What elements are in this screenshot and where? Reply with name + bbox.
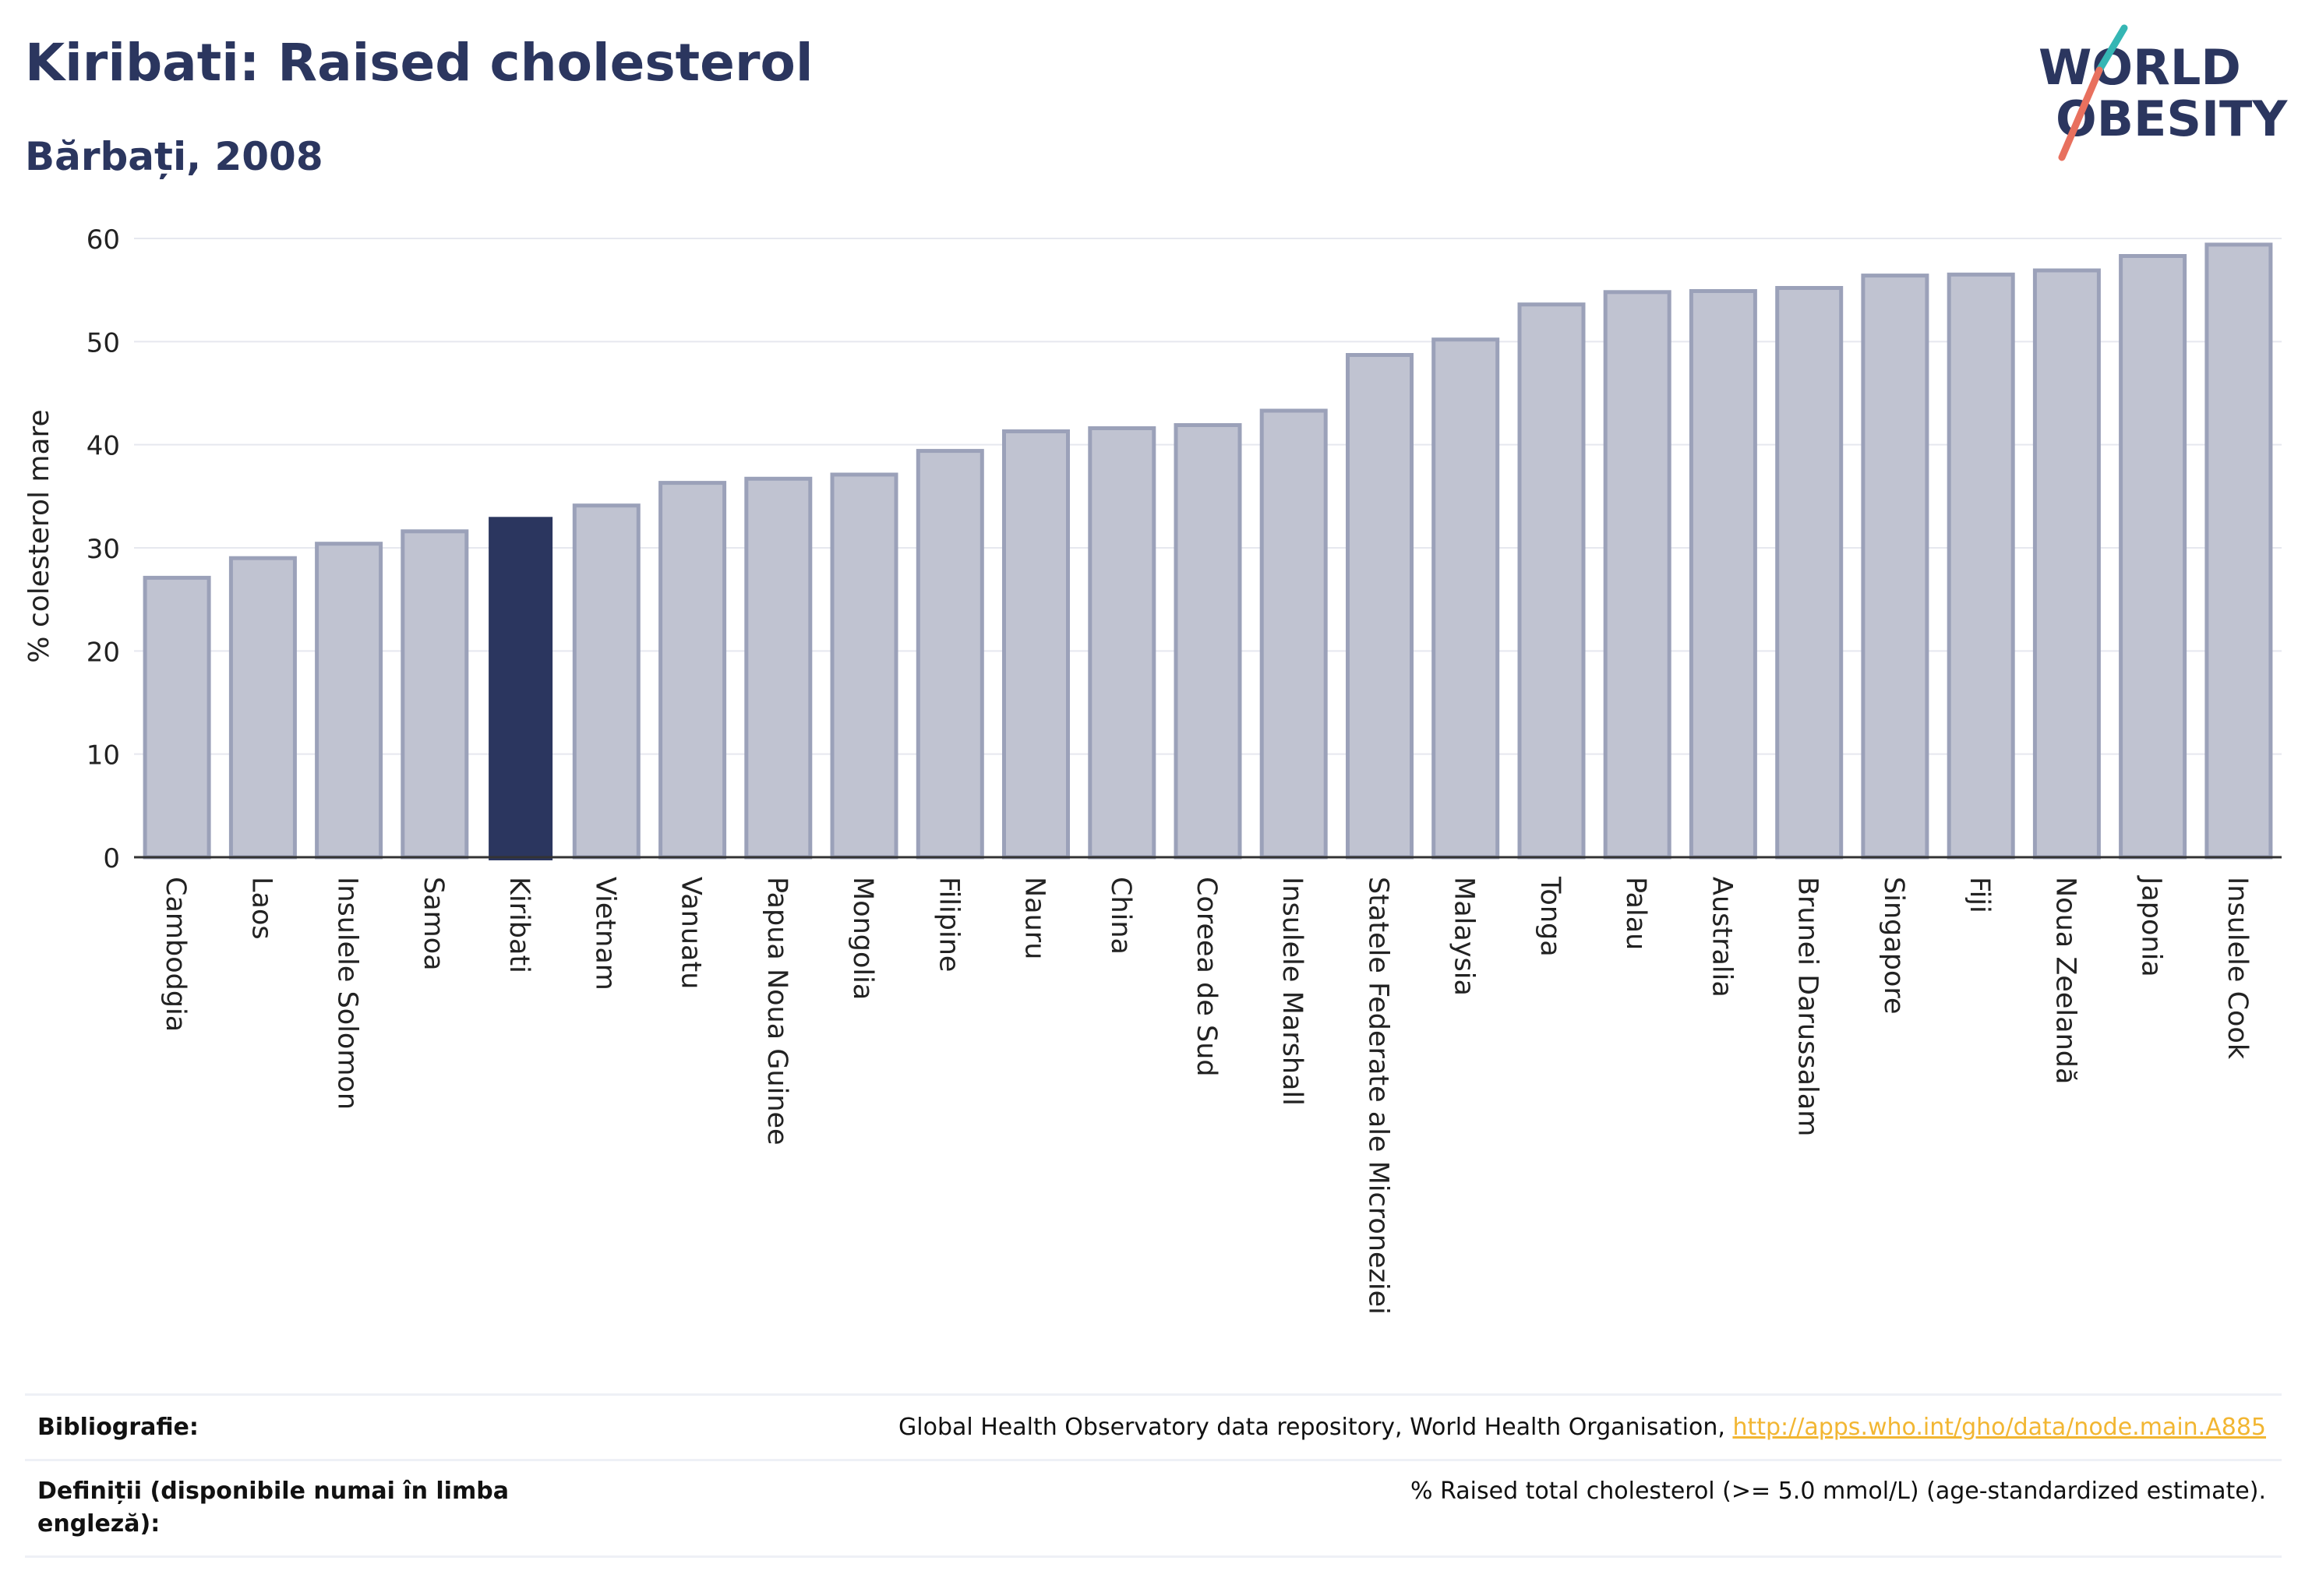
x-tick-label: Tonga (1534, 876, 1565, 957)
bar (1002, 429, 1070, 860)
y-tick-label: 10 (86, 740, 120, 772)
definitions-label-line-2: engleză): (37, 1510, 161, 1538)
x-tick-label: Laos (245, 877, 277, 940)
bar (1259, 408, 1328, 860)
x-tick-label: Palau (1620, 877, 1651, 950)
bibliography-text: Global Health Observatory data repositor… (898, 1414, 1733, 1441)
logo-line-1: WORLD (2038, 39, 2241, 96)
page-subtitle: Bărbați, 2008 (25, 134, 323, 179)
bar (1775, 286, 1844, 860)
bar (1174, 423, 1242, 860)
x-tick-label: Malaysia (1449, 877, 1480, 996)
y-tick-label: 0 (103, 843, 120, 874)
x-tick-label: Brunei Darussalam (1792, 877, 1823, 1136)
y-tick-label: 40 (86, 431, 120, 462)
x-tick-label: Filipine (933, 877, 964, 972)
bibliography-value: Global Health Observatory data repositor… (898, 1411, 2266, 1444)
bar (1603, 290, 1671, 860)
bars (143, 242, 2273, 860)
x-tick-label: Papua Noua Guinee (761, 877, 792, 1146)
bar (315, 542, 383, 860)
bar (1947, 272, 2015, 860)
bar (1861, 274, 1929, 860)
y-tick-label: 60 (86, 224, 120, 256)
x-tick-label: Samoa (418, 877, 449, 971)
x-tick-label: Cambodgia (160, 877, 191, 1032)
bar (658, 481, 727, 860)
x-tick-label: Vanuatu (676, 877, 707, 989)
bar (916, 449, 984, 860)
y-tick-label: 20 (86, 637, 120, 668)
bar (1517, 302, 1586, 860)
bar (744, 476, 813, 860)
x-tick-label: Australia (1706, 877, 1737, 998)
y-tick-label: 30 (86, 534, 120, 565)
definitions-value: % Raised total cholesterol (>= 5.0 mmol/… (1410, 1478, 2266, 1505)
bar (401, 529, 469, 860)
x-tick-label: Fiji (1964, 877, 1995, 913)
bar-chart: 0 10 20 30 40 50 60 % colesterol mare Cambodgi… (23, 224, 2282, 1315)
world-obesity-logo: WORLD OBESITY (2038, 24, 2288, 161)
bar (572, 503, 641, 860)
x-tick-label: Noua Zeelandă (2049, 877, 2081, 1084)
y-axis-label: % colesterol mare (23, 409, 55, 662)
bar (1431, 337, 1500, 860)
bar (830, 472, 898, 860)
definitions-label-line-1: Definiții (disponibile numai în limba (37, 1478, 509, 1505)
x-tick-label: China (1105, 877, 1136, 955)
x-tick-label: Insulele Cook (2222, 877, 2253, 1060)
x-tick-label: Statele Federate ale Microneziei (1363, 877, 1394, 1315)
x-tick-label: Vietnam (589, 877, 620, 990)
x-axis-labels: Cambodgia Laos Insulele Solomon Samoa Kiriba… (160, 875, 2253, 1315)
page-title: Kiribati: Raised cholesterol (25, 33, 814, 93)
bibliography-link[interactable]: http://apps.who.int/gho/data/node.main.A… (1732, 1414, 2266, 1441)
logo-slash-coral-icon (2058, 66, 2103, 161)
footer-bottom-border (25, 1555, 2282, 1558)
bar-highlighted (489, 517, 553, 860)
logo-slash-teal-icon (2095, 24, 2128, 74)
logo-line-2: OBESITY (2056, 90, 2288, 147)
bar (1689, 289, 1757, 860)
bar (2119, 254, 2187, 860)
definitions-label: Definiții (disponibile numai în limba en… (37, 1475, 509, 1541)
bar (228, 556, 297, 860)
x-tick-label: Japonia (2136, 875, 2167, 977)
bar (2204, 242, 2273, 860)
y-axis-ticks: 0 10 20 30 40 50 60 (86, 224, 120, 874)
x-tick-label: Singapore (1878, 877, 1909, 1015)
x-tick-label: Nauru (1019, 877, 1050, 959)
bar (1088, 426, 1156, 860)
bar (1346, 353, 1414, 860)
bar (2032, 268, 2101, 860)
definitions-row: Definiții (disponibile numai în limba en… (25, 1459, 2282, 1558)
bibliography-label: Bibliografie: (37, 1414, 199, 1441)
x-tick-label: Coreea de Sud (1191, 877, 1222, 1077)
x-tick-label: Insulele Marshall (1276, 877, 1308, 1106)
x-tick-label: Insulele Solomon (332, 877, 363, 1110)
bibliography-row: Bibliografie: Global Health Observatory … (25, 1393, 2282, 1461)
x-tick-label: Mongolia (847, 877, 878, 1000)
bar (143, 575, 211, 860)
x-tick-label: Kiribati (503, 877, 535, 973)
y-tick-label: 50 (86, 327, 120, 358)
